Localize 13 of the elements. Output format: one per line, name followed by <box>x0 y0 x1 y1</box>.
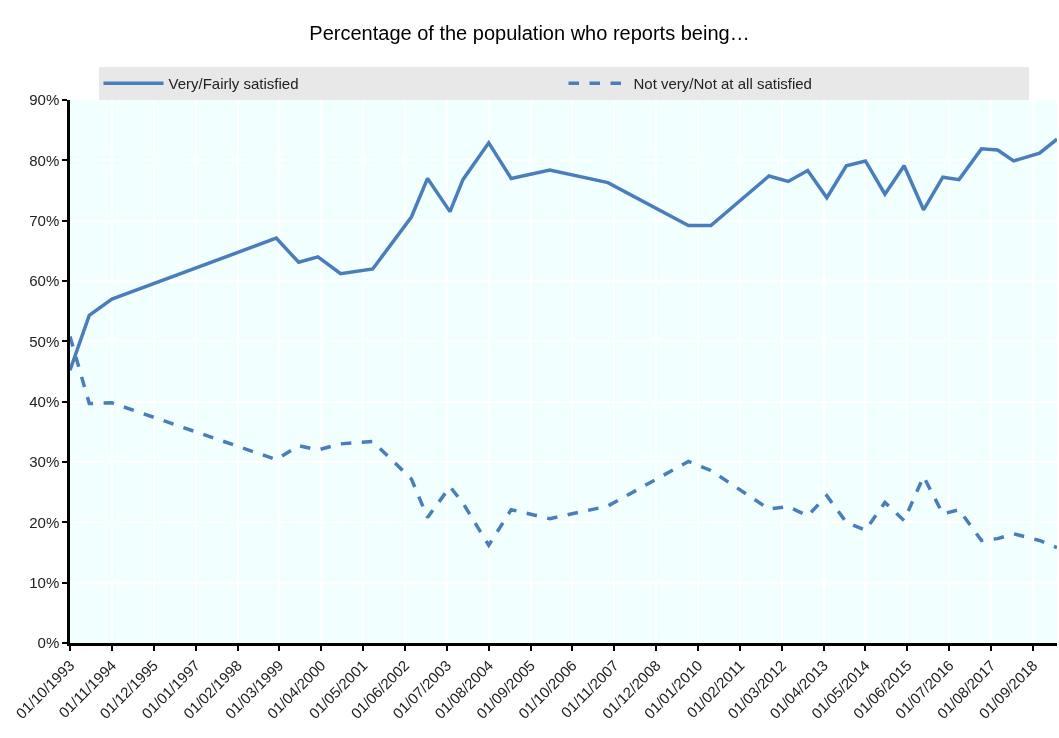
y-tick-label: 0% <box>37 634 60 652</box>
y-tick-label: 30% <box>29 453 60 471</box>
y-tick-label: 80% <box>29 151 60 169</box>
legend-label: Very/Fairly satisfied <box>168 75 299 93</box>
y-tick-label: 50% <box>29 332 60 350</box>
legend-label: Not very/Not at all satisfied <box>633 75 812 93</box>
y-tick-label: 20% <box>29 513 60 531</box>
y-tick-label: 70% <box>29 211 60 229</box>
y-tick-label: 40% <box>29 392 60 410</box>
chart-title: Percentage of the population who reports being… <box>309 21 750 44</box>
y-tick-label: 90% <box>29 91 60 109</box>
y-tick-label: 60% <box>29 272 60 290</box>
y-tick-label: 10% <box>29 573 60 591</box>
